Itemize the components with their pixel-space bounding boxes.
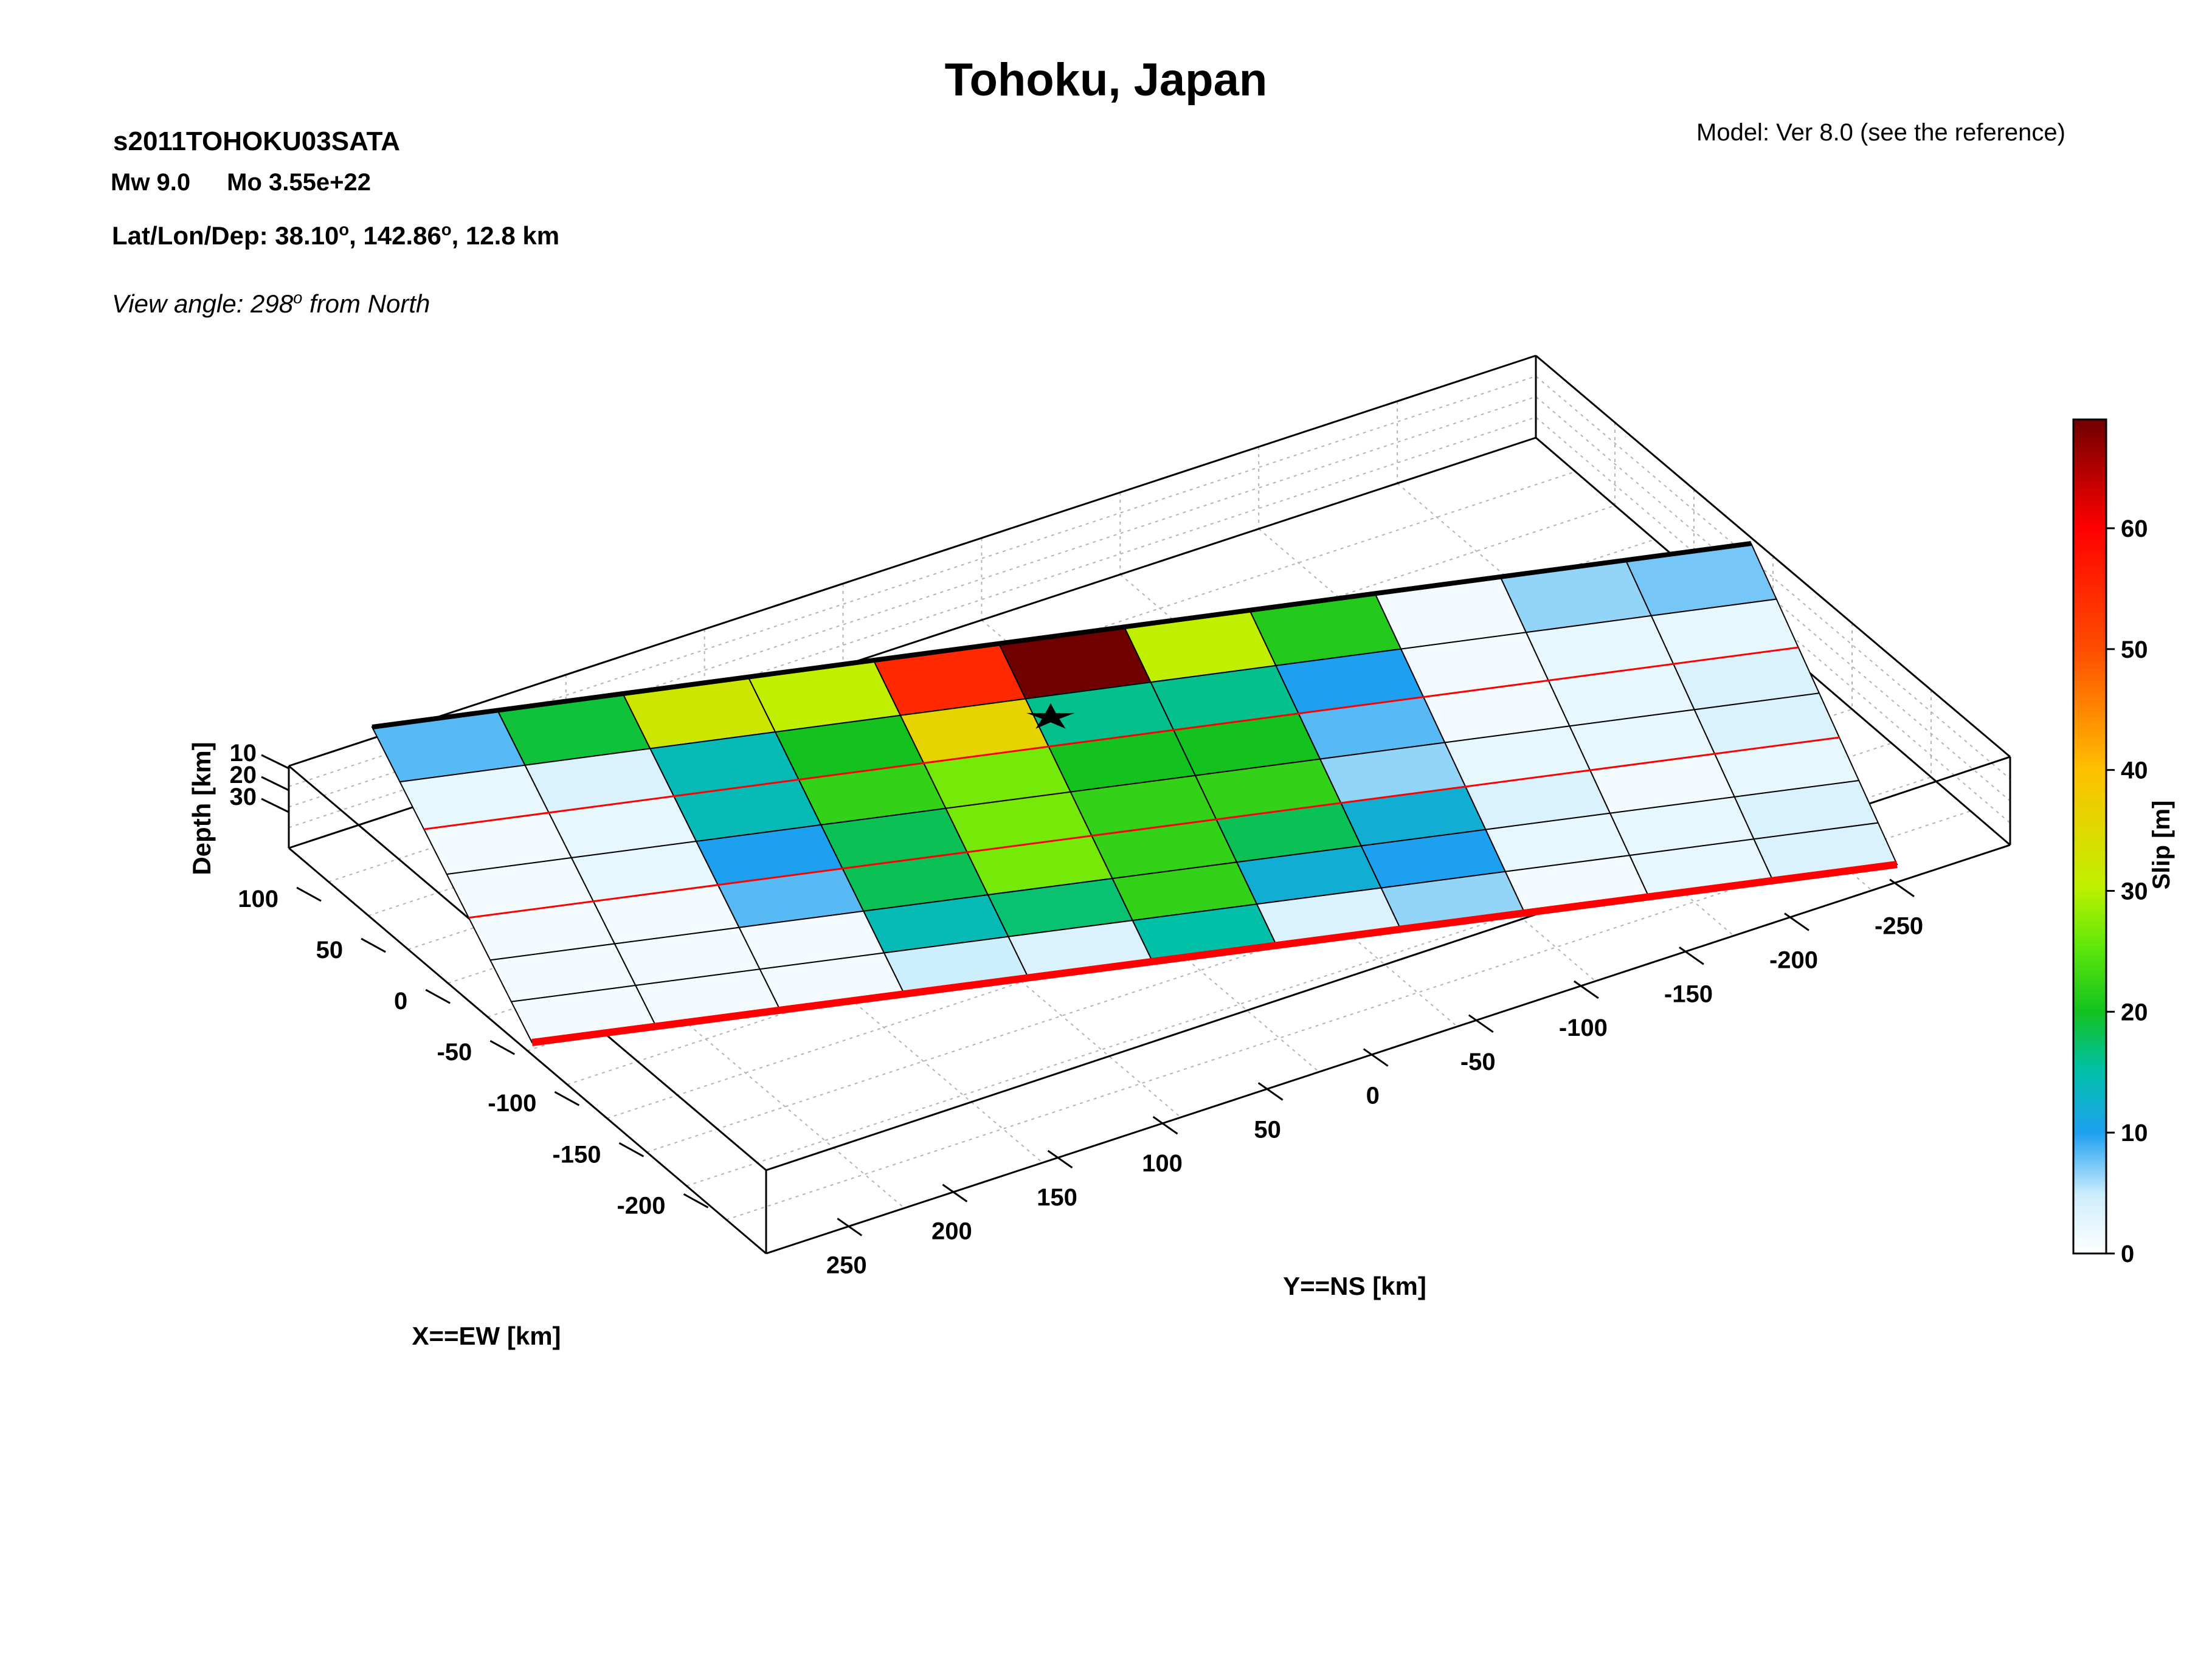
z-tick-mark: [261, 776, 289, 791]
y-tick-mark: [1679, 947, 1704, 965]
box-edge: [288, 354, 1536, 767]
y-tick-label: -250: [1875, 913, 1923, 940]
x-tick-mark: [296, 886, 322, 902]
hypocenter-star-icon: [1026, 703, 1075, 729]
event-id: s2011TOHOKU03SATA: [113, 126, 400, 156]
chart-title: Tohoku, Japan: [944, 54, 1268, 106]
x-axis-label: X==EW [km]: [412, 1322, 561, 1350]
view-angle-suffix: from North: [302, 289, 430, 318]
colorbar-tick-label: 0: [2121, 1241, 2134, 1267]
x-tick-mark: [683, 1193, 709, 1209]
y-tick-label: 0: [1366, 1083, 1380, 1109]
y-tick-label: -50: [1460, 1049, 1496, 1075]
box-edge: [1535, 354, 2011, 758]
x-tick-label: 100: [238, 886, 278, 912]
degree-symbol-lat: o: [339, 220, 350, 239]
depth-contour: [468, 736, 1840, 919]
box-edge: [766, 844, 2011, 1255]
hypocenter-depth: , 12.8 km: [451, 221, 560, 250]
box-edge: [288, 847, 767, 1255]
magnitude-line: Mw 9.0 Mo 3.55e+22: [111, 169, 407, 196]
x-tick-label: -150: [552, 1141, 601, 1168]
view-angle-value: View angle: 298: [112, 289, 294, 318]
x-tick-label: -100: [488, 1090, 536, 1117]
colorbar-tick-label: 10: [2121, 1120, 2148, 1147]
z-tick-label: 30: [230, 784, 257, 810]
x-tick-mark: [361, 937, 386, 953]
degree-symbol-view: o: [293, 288, 303, 307]
y-tick-mark: [1047, 1150, 1073, 1169]
y-tick-label: 200: [931, 1218, 972, 1245]
y-tick-label: -100: [1559, 1015, 1608, 1041]
y-tick-mark: [1889, 878, 1915, 897]
y-tick-mark: [942, 1184, 968, 1202]
z-tick-label: 10: [230, 740, 257, 767]
colorbar-gradient: [2072, 418, 2107, 1255]
x-tick-label: -50: [437, 1039, 472, 1066]
model-version: Model: Ver 8.0 (see the reference): [1696, 119, 2065, 146]
depth-contour: [423, 646, 1799, 830]
x-tick-label: -200: [617, 1192, 665, 1219]
z-tick-mark: [261, 754, 289, 770]
y-tick-label: -150: [1664, 981, 1713, 1007]
view-angle: View angle: 298o from North: [112, 288, 430, 319]
hypocenter-star-icon: [1026, 703, 1075, 729]
degree-symbol-lon: o: [441, 220, 452, 239]
colorbar-label: Slip [m]: [2148, 801, 2175, 890]
colorbar-tick-label: 40: [2121, 757, 2148, 784]
y-tick-mark: [1468, 1014, 1494, 1033]
x-tick-mark: [489, 1040, 516, 1055]
x-tick-label: 0: [394, 988, 407, 1015]
x-tick-label: 50: [316, 937, 344, 964]
y-tick-mark: [837, 1218, 863, 1236]
fault-top-edge: [372, 541, 1752, 729]
y-tick-mark: [1363, 1048, 1389, 1067]
colorbar-ticks: 0 10 20 30 40 50 60: [2106, 515, 2148, 1267]
seismic-moment: Mo 3.55e+22: [227, 169, 371, 196]
y-tick-mark: [1784, 912, 1809, 931]
colorbar-tick-label: 50: [2121, 636, 2148, 663]
colorbar-tick-label: 30: [2121, 878, 2148, 905]
z-tick-mark: [261, 798, 289, 813]
x-tick-mark: [554, 1091, 580, 1106]
fault-bottom-edge: [531, 861, 1898, 1046]
y-tick-label: -200: [1769, 947, 1818, 974]
colorbar: 0 10 20 30 40 50 60: [2072, 418, 2148, 1267]
y-tick-label: 150: [1037, 1184, 1077, 1211]
colorbar-tick-label: 60: [2121, 515, 2148, 542]
y-tick-mark: [1257, 1082, 1284, 1101]
hypocenter-lat: Lat/Lon/Dep: 38.10: [112, 221, 339, 250]
y-tick-label: 100: [1142, 1150, 1183, 1177]
colorbar-tick-label: 20: [2121, 999, 2148, 1026]
hypocenter-lon: , 142.86: [349, 221, 441, 250]
z-tick-label: 20: [230, 762, 257, 788]
y-tick-mark: [1573, 980, 1599, 999]
y-axis-label: Y==NS [km]: [1283, 1272, 1426, 1300]
moment-magnitude: Mw 9.0: [111, 169, 191, 196]
z-axis-label: Depth [km]: [187, 742, 216, 875]
hypocenter-line: Lat/Lon/Dep: 38.10o, 142.86o, 12.8 km: [112, 220, 559, 250]
grid-line: [1397, 483, 1873, 891]
axis-ticks: 100500-50-100-150-200250200150100500-50-…: [230, 740, 1924, 1278]
x-tick-mark: [425, 988, 451, 1004]
y-tick-mark: [1152, 1115, 1178, 1135]
y-tick-label: 50: [1254, 1116, 1281, 1143]
fault-patches: [371, 541, 1898, 1046]
y-tick-label: 250: [826, 1252, 867, 1278]
x-tick-mark: [618, 1142, 645, 1157]
